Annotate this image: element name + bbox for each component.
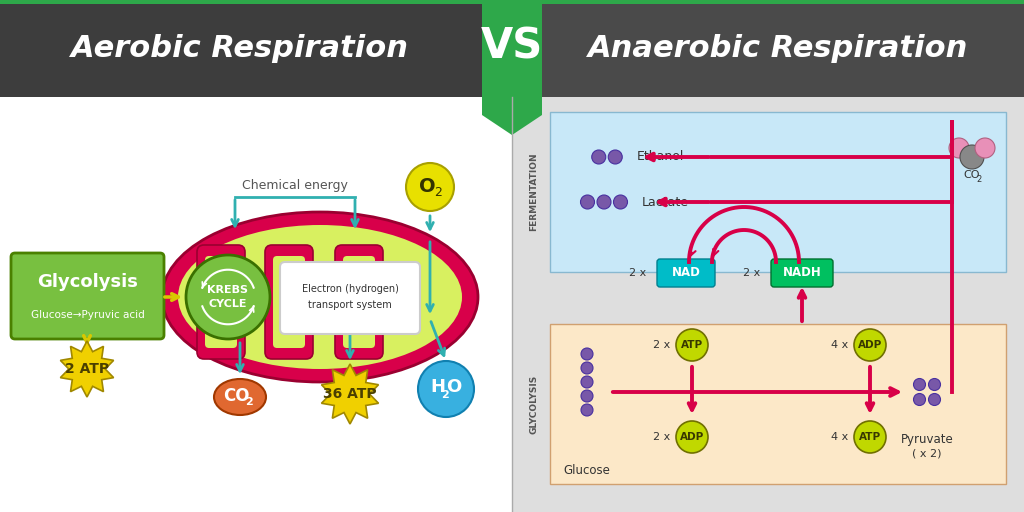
Circle shape — [592, 150, 606, 164]
Circle shape — [961, 145, 984, 169]
Ellipse shape — [162, 212, 478, 382]
Text: NAD: NAD — [672, 267, 700, 280]
Text: Anaerobic Respiration: Anaerobic Respiration — [588, 34, 968, 63]
Bar — [0, 97, 512, 512]
Circle shape — [676, 329, 708, 361]
Circle shape — [613, 195, 628, 209]
Text: Lactate: Lactate — [642, 196, 689, 208]
Bar — [528, 0, 1024, 97]
Circle shape — [581, 362, 593, 374]
Text: Glycolysis: Glycolysis — [37, 273, 138, 291]
Text: Chemical energy: Chemical energy — [242, 179, 348, 191]
Polygon shape — [482, 0, 542, 135]
Text: 4 x: 4 x — [831, 432, 849, 442]
Text: Aerobic Respiration: Aerobic Respiration — [71, 34, 409, 63]
Text: 2 x: 2 x — [743, 268, 761, 278]
Text: 36 ATP: 36 ATP — [324, 387, 377, 401]
Text: 4 x: 4 x — [831, 340, 849, 350]
Text: CO: CO — [223, 387, 249, 405]
Text: 2 x: 2 x — [653, 432, 671, 442]
Text: 2: 2 — [976, 176, 982, 184]
Circle shape — [581, 390, 593, 402]
FancyBboxPatch shape — [197, 245, 245, 359]
FancyBboxPatch shape — [657, 259, 715, 287]
Circle shape — [929, 394, 940, 406]
Text: Pyruvate: Pyruvate — [901, 434, 953, 446]
Text: GLYCOLYSIS: GLYCOLYSIS — [529, 374, 539, 434]
Text: ATP: ATP — [859, 432, 881, 442]
Polygon shape — [322, 364, 379, 424]
Circle shape — [581, 404, 593, 416]
Circle shape — [186, 255, 270, 339]
Text: KREBS: KREBS — [208, 285, 249, 295]
Circle shape — [929, 378, 940, 391]
FancyBboxPatch shape — [265, 245, 313, 359]
Text: ADP: ADP — [858, 340, 882, 350]
Text: VS: VS — [481, 26, 543, 68]
Ellipse shape — [178, 225, 462, 369]
Polygon shape — [60, 341, 114, 397]
Bar — [550, 112, 1006, 272]
Text: NADH: NADH — [782, 267, 821, 280]
Ellipse shape — [214, 379, 266, 415]
Circle shape — [406, 163, 454, 211]
Bar — [0, 0, 1024, 4]
Text: transport system: transport system — [308, 300, 392, 310]
Text: ADP: ADP — [680, 432, 705, 442]
Circle shape — [854, 329, 886, 361]
Text: 2: 2 — [434, 185, 442, 199]
FancyBboxPatch shape — [205, 256, 237, 348]
Circle shape — [975, 138, 995, 158]
Circle shape — [949, 138, 969, 158]
Circle shape — [608, 150, 623, 164]
Text: 2 x: 2 x — [630, 268, 646, 278]
FancyBboxPatch shape — [11, 253, 164, 339]
Text: Electron (hydrogen): Electron (hydrogen) — [301, 284, 398, 294]
FancyBboxPatch shape — [273, 256, 305, 348]
Circle shape — [913, 394, 926, 406]
Text: O: O — [419, 177, 435, 196]
Circle shape — [854, 421, 886, 453]
Text: CO: CO — [964, 170, 980, 180]
Text: ( x 2): ( x 2) — [912, 449, 942, 459]
FancyBboxPatch shape — [280, 262, 420, 334]
Text: 2: 2 — [245, 397, 253, 407]
Circle shape — [418, 361, 474, 417]
Circle shape — [581, 348, 593, 360]
Circle shape — [597, 195, 611, 209]
Text: Ethanol: Ethanol — [637, 151, 684, 163]
Text: Glucose: Glucose — [563, 463, 610, 477]
Text: ATP: ATP — [681, 340, 703, 350]
Bar — [550, 324, 1006, 484]
Text: FERMENTATION: FERMENTATION — [529, 153, 539, 231]
Text: CYCLE: CYCLE — [209, 299, 247, 309]
Text: 2 x: 2 x — [653, 340, 671, 350]
Circle shape — [913, 378, 926, 391]
Circle shape — [676, 421, 708, 453]
FancyBboxPatch shape — [771, 259, 833, 287]
FancyBboxPatch shape — [343, 256, 375, 348]
Circle shape — [581, 376, 593, 388]
Text: H: H — [430, 378, 445, 396]
Text: 2 ATP: 2 ATP — [65, 362, 110, 376]
Bar — [0, 0, 496, 97]
Bar — [512, 97, 1024, 512]
FancyBboxPatch shape — [335, 245, 383, 359]
Circle shape — [581, 195, 595, 209]
Text: O: O — [446, 378, 462, 396]
Text: Glucose→Pyruvic acid: Glucose→Pyruvic acid — [31, 310, 144, 320]
Text: 2: 2 — [441, 390, 449, 400]
